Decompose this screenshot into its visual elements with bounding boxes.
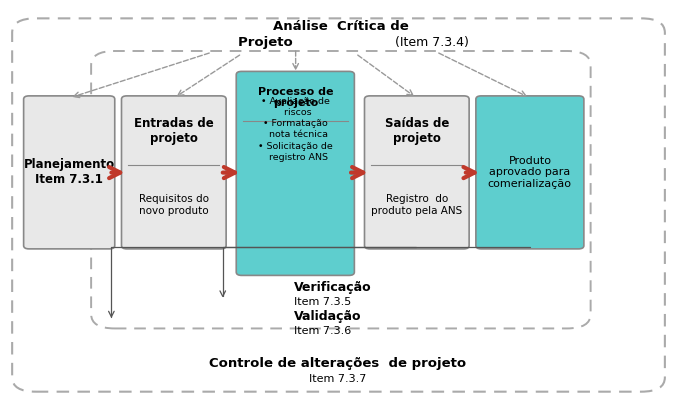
Text: Item 7.3.5: Item 7.3.5	[294, 297, 351, 307]
FancyBboxPatch shape	[364, 96, 469, 249]
Text: Saídas de
projeto: Saídas de projeto	[385, 117, 449, 145]
Text: Validação: Validação	[294, 310, 361, 323]
Text: Projeto: Projeto	[238, 36, 297, 49]
Text: Verificação: Verificação	[294, 281, 371, 294]
Text: Item 7.3.6: Item 7.3.6	[294, 326, 351, 336]
FancyBboxPatch shape	[476, 96, 584, 249]
Text: Análise  Crítica de: Análise Crítica de	[273, 20, 409, 33]
Text: Planejamento
Item 7.3.1: Planejamento Item 7.3.1	[24, 158, 115, 186]
Text: Produto
aprovado para
comerialização: Produto aprovado para comerialização	[488, 156, 572, 189]
FancyBboxPatch shape	[236, 71, 354, 275]
Text: (Item 7.3.4): (Item 7.3.4)	[395, 36, 468, 49]
Text: Registro  do
produto pela ANS: Registro do produto pela ANS	[371, 194, 462, 216]
Text: Processo de
projeto: Processo de projeto	[258, 86, 333, 108]
Text: • Avaliação de
  riscos
• Formatação
  nota técnica
• Solicitação de
  registro : • Avaliação de riscos • Formatação nota …	[258, 97, 333, 162]
Text: Entradas de
projeto: Entradas de projeto	[134, 117, 214, 145]
Text: Requisitos do
novo produto: Requisitos do novo produto	[139, 194, 209, 216]
FancyBboxPatch shape	[122, 96, 226, 249]
Text: Item 7.3.7: Item 7.3.7	[308, 375, 366, 384]
Text: Controle de alterações  de projeto: Controle de alterações de projeto	[209, 357, 466, 370]
FancyBboxPatch shape	[24, 96, 115, 249]
